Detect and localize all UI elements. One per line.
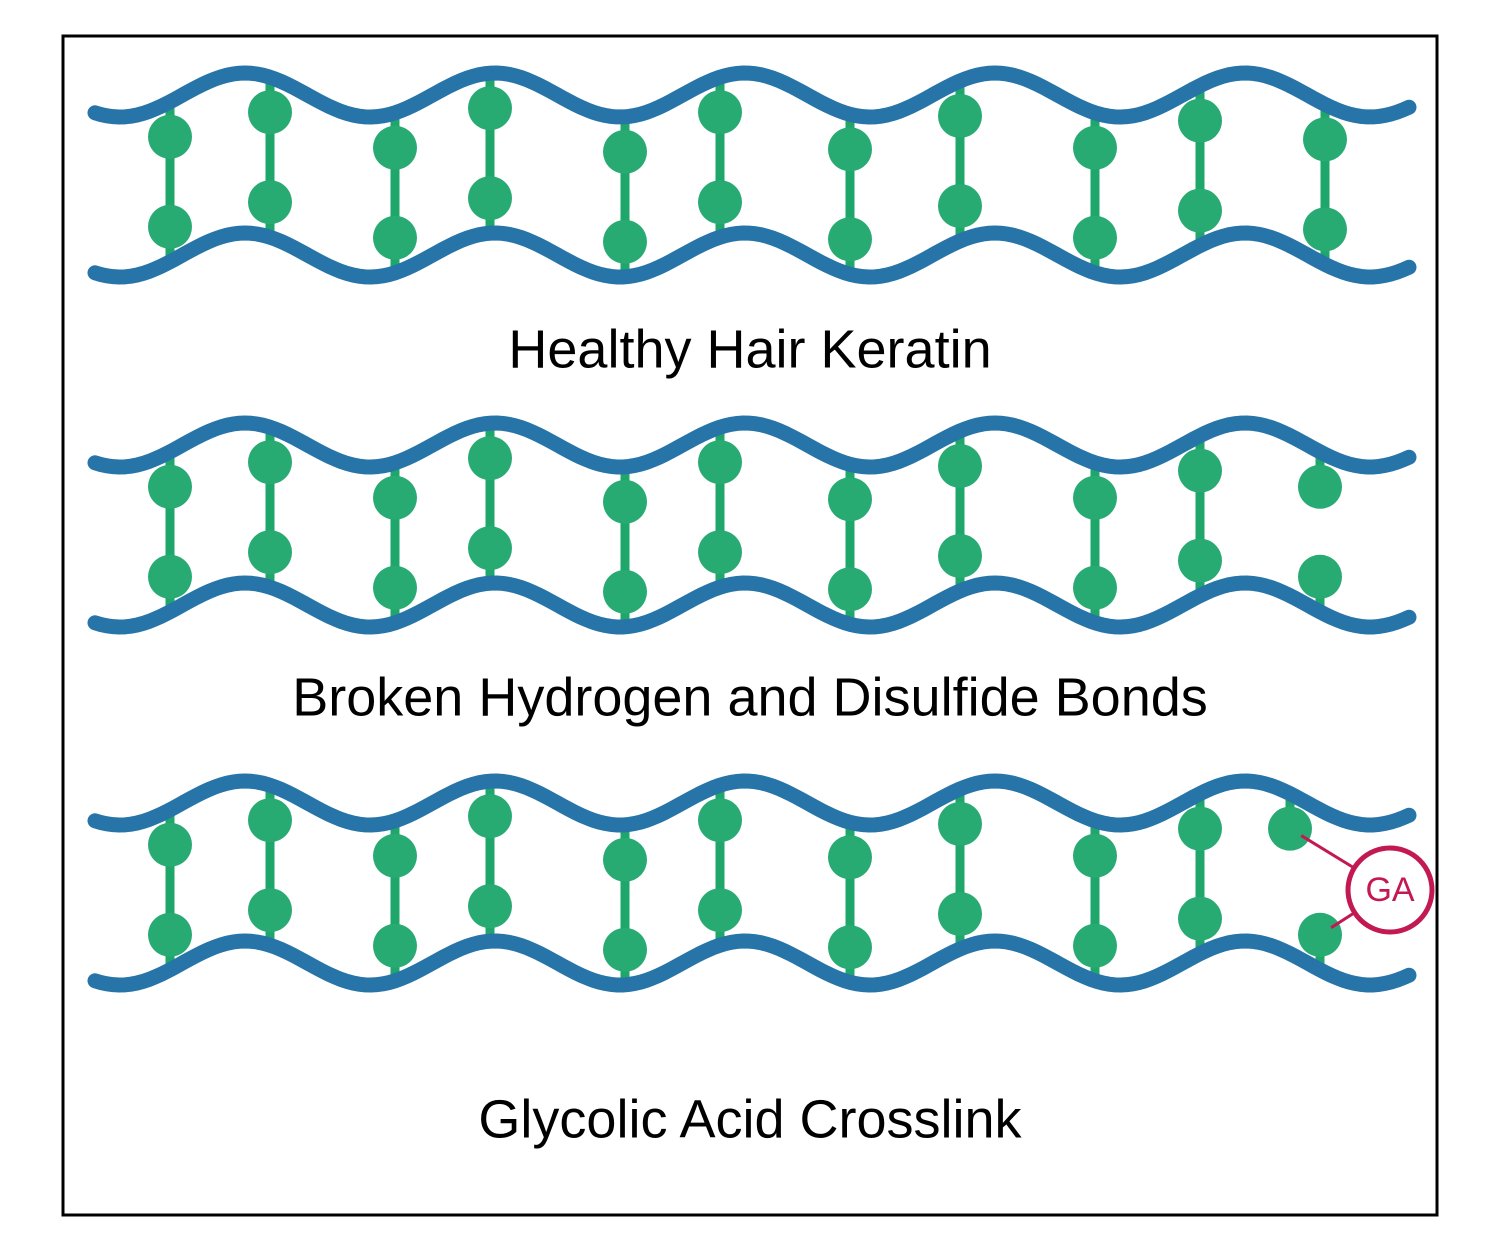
bond-dot-top: [828, 127, 872, 171]
bond-dot-top: [1073, 476, 1117, 520]
bond-dot-top: [603, 838, 647, 882]
bond-dot-top: [698, 90, 742, 134]
bond-dot-top: [1268, 807, 1312, 851]
bond-dot-bottom: [938, 892, 982, 936]
bond-dot-bottom: [603, 570, 647, 614]
bond-dot-bottom: [828, 217, 872, 261]
bond-dot-bottom: [148, 205, 192, 249]
bond-dot-top: [828, 477, 872, 521]
bond-dot-bottom: [148, 555, 192, 599]
bond-dot-top: [148, 465, 192, 509]
bond-dot-bottom: [938, 534, 982, 578]
bond-dot-top: [603, 480, 647, 524]
bond-dot-bottom: [1303, 207, 1347, 251]
bond-dot-bottom: [828, 567, 872, 611]
bond-dot-bottom: [248, 530, 292, 574]
bond-dot-top: [373, 476, 417, 520]
bond-dot-bottom: [148, 913, 192, 957]
bond-dot-bottom: [1298, 913, 1342, 957]
bond-dot-top: [603, 130, 647, 174]
bond-dot-top: [1073, 834, 1117, 878]
bond-dot-top: [698, 798, 742, 842]
panel-label-glycolic: Glycolic Acid Crosslink: [478, 1089, 1022, 1149]
bond-dot-top: [248, 90, 292, 134]
bond-dot-bottom: [698, 180, 742, 224]
bond-dot-top: [938, 94, 982, 138]
bond-dot-top: [468, 436, 512, 480]
bond-dot-top: [1178, 807, 1222, 851]
bond-dot-bottom: [698, 530, 742, 574]
bond-dot-bottom: [248, 888, 292, 932]
bond-dot-top: [248, 798, 292, 842]
bond-dot-bottom: [603, 928, 647, 972]
bond-dot-top: [248, 440, 292, 484]
bond-dot-bottom: [373, 924, 417, 968]
bond-dot-bottom: [828, 925, 872, 969]
bond-dot-top: [1178, 449, 1222, 493]
ga-label: GA: [1365, 871, 1414, 909]
bond-dot-bottom: [603, 220, 647, 264]
bond-dot-bottom: [468, 176, 512, 220]
bond-dot-top: [938, 802, 982, 846]
bond-dot-bottom: [938, 184, 982, 228]
bond-dot-bottom: [248, 180, 292, 224]
bond-dot-top: [1073, 126, 1117, 170]
bond-dot-top: [1178, 99, 1222, 143]
bond-dot-bottom: [1298, 555, 1342, 599]
panel-label-healthy: Healthy Hair Keratin: [508, 319, 991, 379]
bond-dot-bottom: [373, 216, 417, 260]
bond-dot-top: [1298, 465, 1342, 509]
bond-dot-bottom: [373, 566, 417, 610]
bond-dot-bottom: [1073, 216, 1117, 260]
bond-dot-top: [938, 444, 982, 488]
bond-dot-top: [373, 126, 417, 170]
bond-dot-top: [373, 834, 417, 878]
diagram-container: Healthy Hair Keratin Broken Hydrogen and …: [0, 0, 1500, 1248]
panel-label-broken: Broken Hydrogen and Disulfide Bonds: [292, 667, 1208, 727]
bond-dot-top: [148, 115, 192, 159]
bond-dot-bottom: [1073, 566, 1117, 610]
bond-dot-top: [148, 823, 192, 867]
bond-dot-top: [468, 794, 512, 838]
bond-dot-bottom: [698, 888, 742, 932]
bond-dot-bottom: [1178, 189, 1222, 233]
bond-dot-bottom: [1178, 539, 1222, 583]
bond-dot-top: [468, 86, 512, 130]
bond-dot-top: [698, 440, 742, 484]
bond-dot-bottom: [1178, 897, 1222, 941]
bond-dot-bottom: [1073, 924, 1117, 968]
bond-dot-top: [828, 835, 872, 879]
keratin-diagram-svg: Healthy Hair Keratin Broken Hydrogen and …: [0, 0, 1500, 1248]
bond-dot-top: [1303, 117, 1347, 161]
bond-dot-bottom: [468, 884, 512, 928]
bond-dot-bottom: [468, 526, 512, 570]
